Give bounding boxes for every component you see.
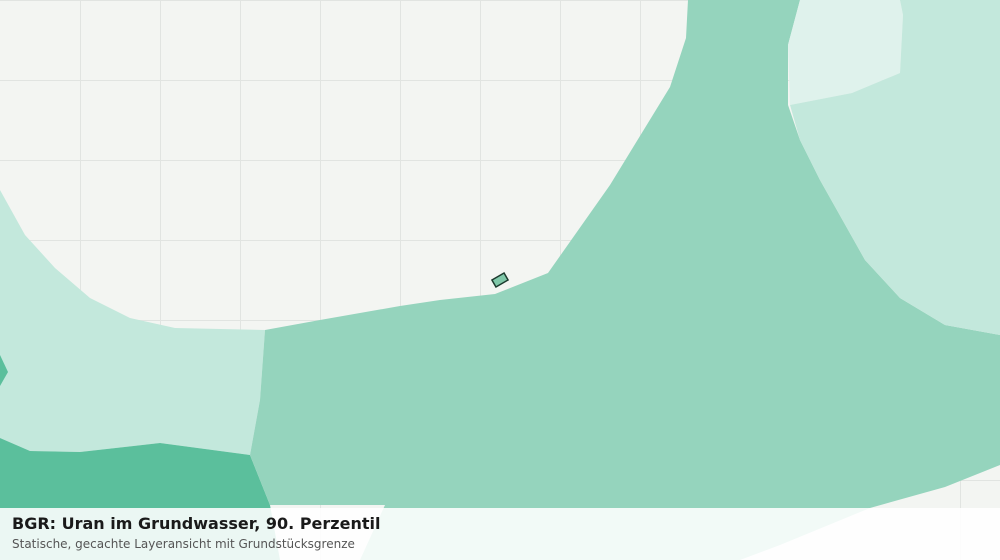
caption-subtitle: Statische, gecachte Layeransicht mit Gru…	[12, 537, 355, 551]
zone-medium	[250, 0, 1000, 560]
caption: BGR: Uran im Grundwasser, 90. Perzentil …	[0, 508, 1000, 560]
zone-light	[790, 0, 1000, 335]
caption-title: BGR: Uran im Grundwasser, 90. Perzentil	[12, 514, 381, 533]
zone-light	[0, 190, 265, 455]
zone-dark	[0, 355, 8, 386]
parcel-boundary	[490, 272, 510, 288]
zone-very-light	[788, 0, 903, 105]
